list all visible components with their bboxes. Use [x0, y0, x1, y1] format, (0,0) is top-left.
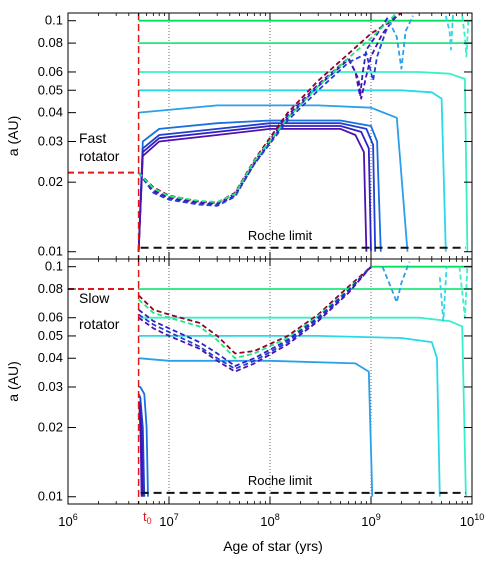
roche-limit-label: Roche limit [248, 473, 313, 488]
rotator-label-line1: Slow [79, 290, 110, 306]
series-line-15 [381, 261, 411, 304]
series-line-3 [138, 71, 469, 252]
series-line-15 [387, 15, 414, 70]
t0-label-subscript: 0 [147, 516, 152, 526]
y-tick-label: 0.1 [45, 259, 63, 274]
series-line-17 [458, 266, 469, 319]
series-line-7 [137, 393, 146, 497]
series-line-8 [137, 125, 372, 252]
series-line-12 [137, 15, 398, 205]
series-line-6 [138, 386, 149, 497]
y-tick-label: 0.01 [38, 489, 63, 504]
series-line-16 [444, 13, 454, 51]
series-line-4 [138, 89, 447, 252]
series-group [137, 261, 472, 497]
series-line-11 [137, 15, 390, 206]
y-tick-label: 0.04 [38, 350, 63, 365]
y-tick-label: 0.04 [38, 105, 63, 120]
series-line-17 [461, 15, 470, 58]
y-tick-label: 0.06 [38, 64, 63, 79]
y-tick-label: 0.08 [38, 35, 63, 50]
x-tick-label: 106 [58, 512, 77, 529]
bottom-panel: 0.01 0.02 0.03 0.04 0.05 0.06 0.08 0.1 106 107 108… [5, 258, 484, 529]
series-line-11 [137, 266, 372, 360]
series-group [137, 13, 472, 252]
series-line-5 [138, 104, 409, 252]
y-tick-label: 0.05 [38, 82, 63, 97]
series-line-3 [138, 316, 467, 497]
x-tick-label: 108 [260, 512, 279, 529]
top-panel: 0.01 0.02 0.03 0.04 0.05 0.06 0.08 0.1 a (AU) Fas… [5, 12, 473, 260]
x-tick-label: 109 [361, 512, 380, 529]
y-tick-label: 0.06 [38, 310, 63, 325]
series-line-9 [137, 127, 368, 252]
rotator-label-line2: rotator [79, 316, 120, 332]
rotator-label-line2: rotator [79, 148, 120, 164]
series-line-16 [438, 266, 448, 323]
y-tick-label: 0.03 [38, 379, 63, 394]
series-line-7 [137, 122, 377, 252]
y-tick-label: 0.05 [38, 328, 63, 343]
y-tick-label: 0.02 [38, 419, 63, 434]
rotator-label-line1: Fast [79, 130, 106, 146]
series-line-14 [137, 13, 398, 204]
y-axis-label: a (AU) [5, 361, 21, 401]
t0-label: t0 [143, 509, 152, 526]
x-tick-label: 107 [159, 512, 178, 529]
y-tick-label: 0.03 [38, 134, 63, 149]
series-line-12 [138, 266, 372, 367]
y-axis-label: a (AU) [5, 116, 21, 156]
series-line-6 [137, 119, 382, 252]
t0-label-main: t [143, 509, 147, 524]
series-line-13 [137, 15, 396, 207]
x-tick-label: 1010 [460, 512, 484, 529]
y-tick-label: 0.1 [45, 13, 63, 28]
y-tick-label: 0.08 [38, 281, 63, 296]
series-line-10 [137, 266, 372, 355]
y-tick-label: 0.02 [38, 174, 63, 189]
roche-limit-label: Roche limit [248, 228, 313, 243]
x-axis-label: Age of star (yrs) [223, 538, 323, 554]
series-line-5 [138, 357, 374, 497]
y-tick-label: 0.01 [38, 244, 63, 259]
